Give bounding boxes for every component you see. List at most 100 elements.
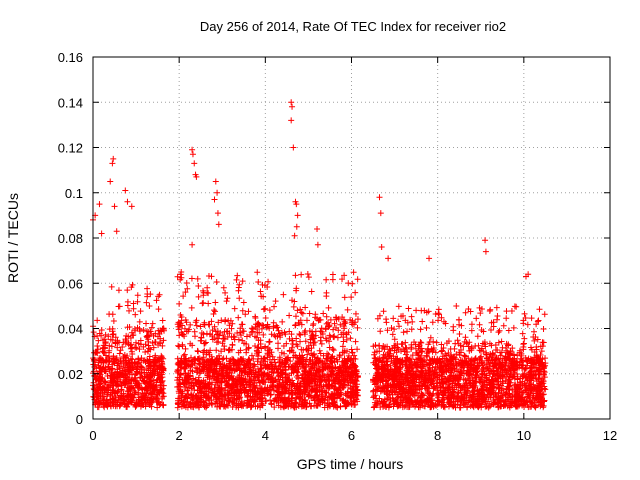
data-point [156,375,163,382]
data-point [257,288,264,295]
data-point [377,328,384,335]
data-point [266,339,273,346]
data-point [96,330,103,337]
data-point [150,332,157,339]
data-point [293,404,300,411]
data-point [120,363,127,370]
data-point [351,401,358,408]
data-point [329,276,336,283]
data-point [540,326,547,333]
data-point [304,351,311,358]
data-point [194,347,201,354]
data-point [151,382,158,389]
data-point [131,344,138,351]
data-point [348,294,355,301]
data-point [222,289,229,296]
data-point [323,320,330,327]
data-point [154,357,161,364]
data-point [123,337,130,344]
data-point [145,338,152,345]
data-point [205,273,212,280]
data-point [118,396,125,403]
data-point [409,318,416,325]
data-point [223,298,230,305]
data-point [296,400,303,407]
data-point [155,306,162,313]
data-point [129,364,136,371]
data-point [505,327,512,334]
data-point [102,339,109,346]
data-point [100,359,107,366]
data-point [405,305,412,312]
data-point [197,323,204,330]
data-point [330,347,337,354]
data-point [129,397,136,404]
data-point [175,342,182,349]
data-point [239,278,246,285]
data-point [243,341,250,348]
data-point [521,310,528,317]
data-point [240,355,247,362]
data-point [134,363,141,370]
data-point [145,362,152,369]
data-point [124,401,131,408]
data-point [190,375,197,382]
data-point [345,352,352,359]
data-point [153,297,160,304]
data-point [348,346,355,353]
chart-title: Day 256 of 2014, Rate Of TEC Index for r… [200,19,506,34]
data-point [129,356,136,363]
data-point [287,358,294,365]
data-point [119,372,126,379]
data-point [184,285,191,292]
data-point [264,323,271,330]
data-point [254,269,261,276]
data-point [125,387,132,394]
data-point [528,315,535,322]
data-point [132,327,139,334]
data-point [144,332,151,339]
data-point [326,344,333,351]
data-point [323,313,330,320]
data-point [352,338,359,345]
data-point [354,316,361,323]
data-point [132,339,139,346]
data-point [110,331,117,338]
data-point [298,321,305,328]
data-point [292,313,299,320]
data-point [272,359,279,366]
data-point [342,320,349,327]
data-point [127,377,134,384]
data-point [185,328,192,335]
data-point [325,304,332,311]
data-point [158,378,165,385]
data-point [347,335,354,342]
data-point [244,392,251,399]
data-point [450,327,457,334]
data-point [278,349,285,356]
data-point [272,298,279,305]
data-point [204,284,211,291]
data-point [99,384,106,391]
data-point [143,384,150,391]
data-point [260,322,267,329]
data-point [258,293,265,300]
data-point [136,346,143,353]
data-point [320,310,327,317]
data-point [234,329,241,336]
data-point [500,322,507,329]
data-point [508,307,515,314]
data-point [233,276,240,283]
data-point [114,344,121,351]
data-point [151,362,158,369]
data-point [143,299,150,306]
data-point [275,345,282,352]
data-point [235,287,242,294]
data-point [182,289,189,296]
data-point [188,275,195,282]
data-point [123,368,130,375]
data-point [322,364,329,371]
data-point [271,404,278,411]
data-point [178,274,185,281]
data-point [135,355,142,362]
